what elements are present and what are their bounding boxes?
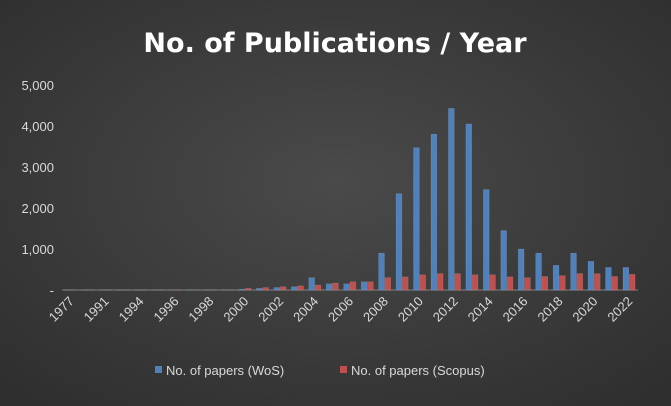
bar <box>535 252 542 291</box>
bar <box>402 276 409 291</box>
bar <box>378 252 385 291</box>
bar <box>332 282 339 291</box>
y-tick-label: 3,000 <box>21 160 54 175</box>
bar <box>279 286 287 291</box>
bar <box>360 281 368 291</box>
bar <box>587 261 595 291</box>
bar <box>367 281 374 291</box>
y-tick-label: - <box>50 283 54 298</box>
bar <box>308 277 315 291</box>
bar <box>238 288 246 291</box>
bar <box>506 276 514 291</box>
bar <box>448 108 455 291</box>
bar <box>384 277 391 291</box>
bar <box>541 276 549 291</box>
legend-label: No. of papers (WoS) <box>166 363 284 378</box>
bar <box>471 274 479 291</box>
bar <box>454 273 461 291</box>
bar <box>576 273 583 291</box>
bar <box>273 287 280 291</box>
bar <box>570 252 577 291</box>
bar <box>483 189 490 291</box>
bar <box>314 284 322 291</box>
bar <box>256 288 263 291</box>
bar <box>552 265 560 291</box>
bar <box>500 230 507 291</box>
bar <box>524 277 531 291</box>
bar <box>605 267 612 291</box>
bar <box>629 274 636 291</box>
chart-title: No. of Publications / Year <box>143 28 527 59</box>
bar <box>262 287 269 291</box>
legend-marker <box>155 366 162 373</box>
bar <box>245 288 252 291</box>
bar <box>437 273 444 291</box>
y-tick-label: 4,000 <box>21 119 54 134</box>
bar <box>297 285 304 291</box>
bar <box>349 281 357 291</box>
y-tick-label: 1,000 <box>21 242 54 257</box>
legend-label: No. of papers (Scopus) <box>351 363 485 378</box>
bar <box>611 276 618 291</box>
legend-marker <box>340 366 347 373</box>
bar <box>489 274 496 291</box>
bar <box>291 286 298 291</box>
bar <box>430 133 438 291</box>
y-tick-label: 5,000 <box>21 78 54 93</box>
bar <box>594 273 601 291</box>
bar <box>413 147 420 291</box>
bar <box>518 248 525 291</box>
bar <box>559 275 566 291</box>
y-tick-label: 2,000 <box>21 201 54 216</box>
bar <box>395 193 403 291</box>
bar <box>326 283 333 291</box>
bar <box>343 283 350 291</box>
bar <box>419 274 426 291</box>
bar <box>622 267 630 291</box>
bar <box>465 123 472 291</box>
